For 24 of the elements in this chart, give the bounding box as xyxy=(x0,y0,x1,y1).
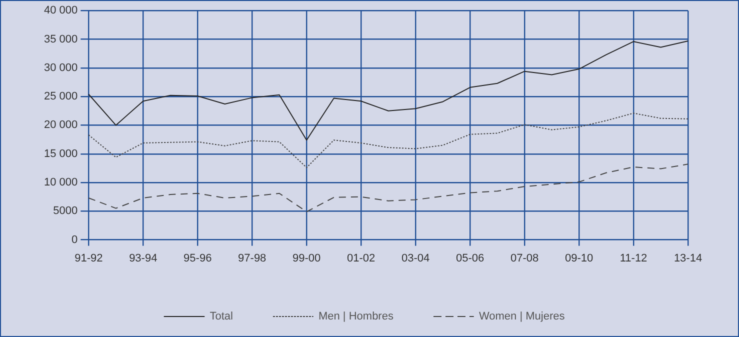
x-tick-label: 09-10 xyxy=(564,252,594,264)
x-tick-label: 95-96 xyxy=(184,252,212,264)
legend-label: Women | Mujeres xyxy=(478,310,566,323)
legend-label: Total xyxy=(210,310,233,323)
x-tick-label: 07-08 xyxy=(510,252,539,264)
y-tick-label: 30 000 xyxy=(44,62,78,74)
x-tick-label: 01-02 xyxy=(347,252,376,264)
x-tick-label: 05-06 xyxy=(456,252,484,264)
x-tick-label: 93-94 xyxy=(129,252,158,264)
x-tick-label: 99-00 xyxy=(292,252,321,264)
x-tick-label: 11-12 xyxy=(620,252,648,264)
x-tick-label: 13-14 xyxy=(674,252,702,264)
x-tick-label: 03-04 xyxy=(401,252,430,264)
x-tick-label: 97-98 xyxy=(238,252,266,264)
y-tick-label: 5000 xyxy=(53,205,78,218)
x-tick-label: 91-92 xyxy=(74,252,103,264)
y-tick-label: 15 000 xyxy=(44,148,78,160)
legend-label: Men | Hombres xyxy=(318,310,394,323)
y-tick-label: 35 000 xyxy=(44,33,78,46)
y-tick-label: 0 xyxy=(72,234,78,246)
y-tick-label: 20 000 xyxy=(44,119,78,132)
y-tick-label: 25 000 xyxy=(44,90,78,103)
y-tick-label: 40 000 xyxy=(44,4,78,17)
y-tick-label: 10 000 xyxy=(44,176,78,189)
